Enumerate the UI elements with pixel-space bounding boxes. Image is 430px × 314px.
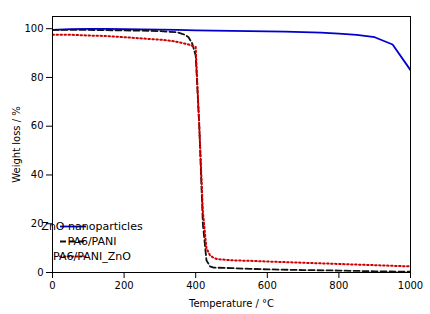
svg-text:1000: 1000 bbox=[398, 280, 423, 291]
svg-text:ZnO nanoparticles: ZnO nanoparticles bbox=[41, 220, 143, 233]
svg-text:800: 800 bbox=[329, 280, 348, 291]
svg-text:40: 40 bbox=[31, 169, 44, 180]
svg-text:600: 600 bbox=[258, 280, 277, 291]
svg-text:Weight loss / %: Weight loss / % bbox=[11, 106, 22, 183]
svg-text:PA6/PANI_ZnO: PA6/PANI_ZnO bbox=[53, 250, 131, 263]
svg-text:PA6/PANI: PA6/PANI bbox=[67, 235, 116, 248]
svg-text:Temperature / °C: Temperature / °C bbox=[188, 298, 274, 309]
svg-text:200: 200 bbox=[115, 280, 134, 291]
svg-text:60: 60 bbox=[31, 120, 44, 131]
svg-text:0: 0 bbox=[49, 280, 55, 291]
svg-text:400: 400 bbox=[186, 280, 205, 291]
svg-text:20: 20 bbox=[30, 217, 44, 229]
svg-text:80: 80 bbox=[31, 72, 44, 83]
svg-text:0: 0 bbox=[37, 267, 43, 278]
svg-text:100: 100 bbox=[24, 23, 43, 34]
